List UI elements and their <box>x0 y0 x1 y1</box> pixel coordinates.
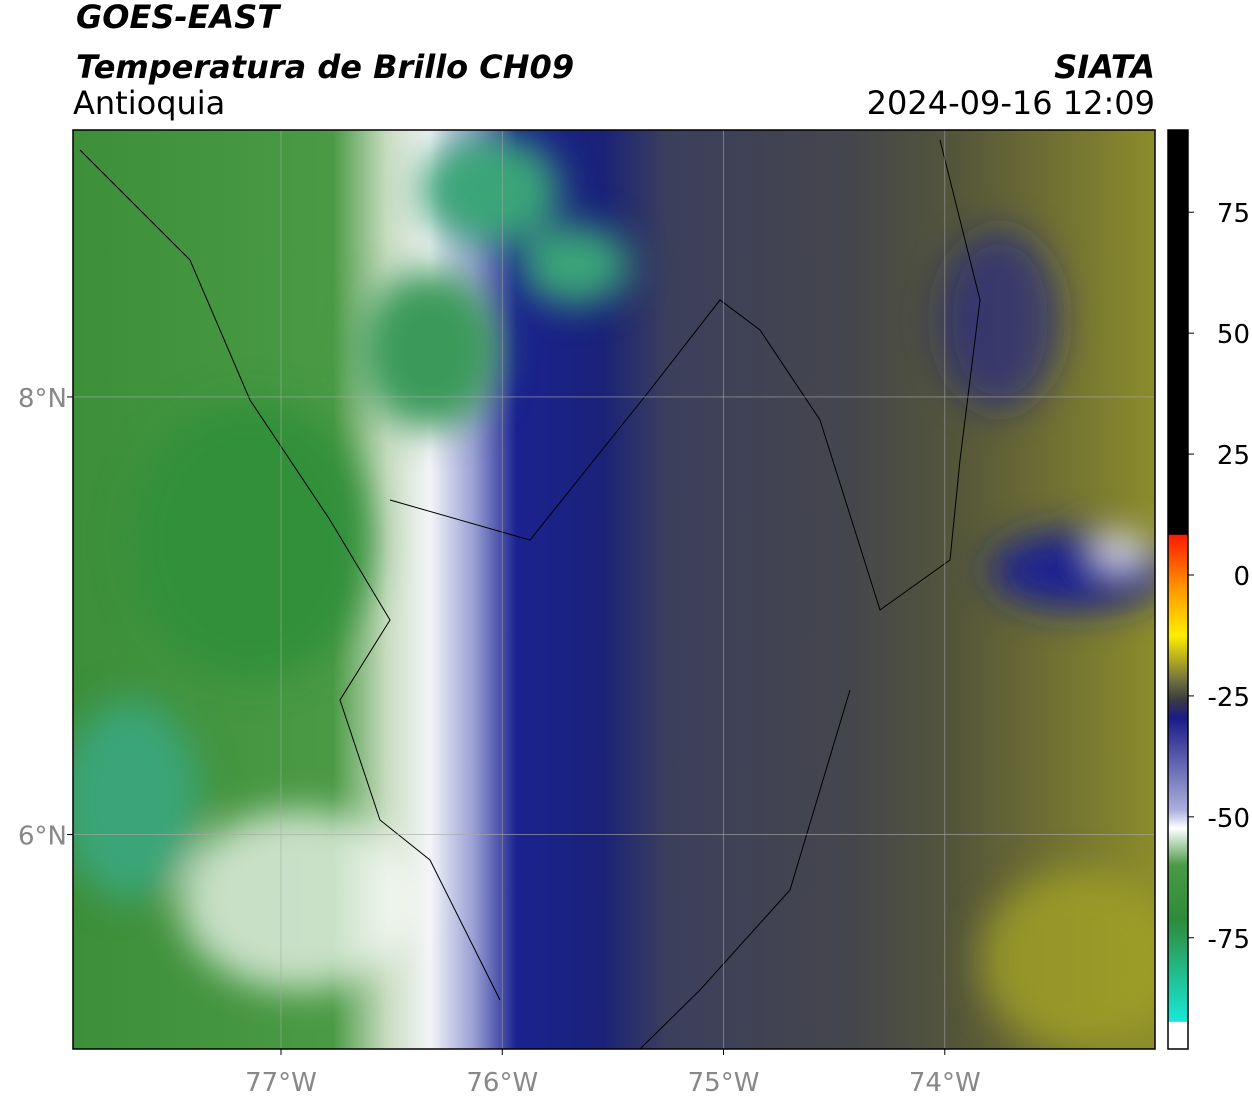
subtitle: Temperatura de Brillo CH09 <box>76 48 574 86</box>
y-tick-label: 6°N <box>18 822 67 852</box>
map-image <box>73 130 1155 1049</box>
title: GOES-EAST <box>76 0 281 36</box>
colorbar-tick-label: -50 <box>1208 804 1250 834</box>
datetime: 2024-09-16 12:09 <box>867 84 1155 122</box>
colorbar <box>1167 129 1189 1050</box>
y-tick-label: 8°N <box>18 384 67 414</box>
colorbar-tick-label: 75 <box>1217 199 1250 229</box>
x-tick-label: 76°W <box>466 1068 538 1098</box>
source: SIATA <box>1054 48 1155 86</box>
colorbar-tick-label: 0 <box>1233 562 1250 592</box>
colorbar-tick-label: 25 <box>1217 441 1250 471</box>
colorbar-tick-label: -25 <box>1208 683 1250 713</box>
colorbar-tick-label: 50 <box>1217 320 1250 350</box>
x-tick-label: 75°W <box>688 1068 760 1098</box>
map-frame <box>72 129 1156 1050</box>
region: Antioquia <box>73 84 225 122</box>
x-tick-label: 74°W <box>909 1068 981 1098</box>
colorbar-tick-label: -75 <box>1208 925 1250 955</box>
x-tick-label: 77°W <box>245 1068 317 1098</box>
